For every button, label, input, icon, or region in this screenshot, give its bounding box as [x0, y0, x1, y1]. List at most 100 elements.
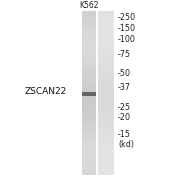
Bar	[82, 24, 96, 26]
Bar	[82, 26, 96, 28]
Bar	[82, 22, 96, 24]
Bar	[98, 152, 114, 154]
Bar	[82, 91, 96, 93]
Bar	[98, 117, 114, 120]
Bar	[82, 164, 96, 167]
Bar	[98, 166, 114, 169]
Bar	[98, 107, 114, 110]
Bar	[98, 12, 114, 175]
Bar	[82, 154, 96, 156]
Bar	[98, 44, 114, 46]
Bar	[82, 113, 96, 116]
Bar	[98, 81, 114, 83]
Bar	[98, 156, 114, 158]
Bar	[82, 81, 96, 83]
Text: -75: -75	[118, 50, 131, 59]
Bar	[82, 34, 96, 36]
Bar	[98, 140, 114, 142]
Bar	[82, 101, 96, 104]
Bar	[98, 69, 114, 71]
Bar	[82, 172, 96, 175]
Bar	[98, 168, 114, 171]
Bar	[98, 28, 114, 30]
Bar	[82, 115, 96, 118]
Bar	[98, 130, 114, 132]
Bar	[98, 150, 114, 152]
Bar	[98, 64, 114, 67]
Bar	[98, 170, 114, 173]
Bar	[82, 32, 96, 34]
Bar	[98, 26, 114, 28]
Bar	[98, 12, 114, 14]
Text: ZSCAN22: ZSCAN22	[25, 87, 67, 96]
Bar	[82, 142, 96, 144]
Bar	[98, 16, 114, 18]
Bar	[82, 14, 96, 16]
Bar	[82, 30, 96, 32]
Bar	[82, 150, 96, 152]
Bar	[82, 36, 96, 38]
Bar	[82, 168, 96, 171]
Bar	[82, 146, 96, 148]
Bar	[98, 144, 114, 146]
Bar	[98, 93, 114, 95]
Bar	[82, 56, 96, 59]
Bar	[98, 62, 114, 65]
Bar	[98, 32, 114, 34]
Bar	[82, 60, 96, 63]
Bar	[98, 113, 114, 116]
Bar	[82, 130, 96, 132]
Bar	[98, 18, 114, 20]
Bar	[82, 20, 96, 22]
Bar	[98, 87, 114, 89]
Bar	[82, 119, 96, 122]
Text: -15: -15	[118, 130, 131, 139]
Bar	[82, 52, 96, 55]
Text: -250: -250	[118, 14, 136, 22]
Bar	[98, 122, 114, 124]
Bar	[82, 44, 96, 46]
Bar	[98, 14, 114, 16]
Bar	[82, 117, 96, 120]
Bar	[82, 75, 96, 77]
Bar	[82, 38, 96, 40]
Bar	[82, 73, 96, 75]
Bar	[98, 97, 114, 99]
Bar	[98, 22, 114, 24]
Bar	[98, 142, 114, 144]
Bar	[82, 125, 96, 128]
Bar	[82, 160, 96, 163]
Bar	[98, 128, 114, 130]
Bar	[98, 34, 114, 36]
Bar	[82, 166, 96, 169]
Bar	[98, 20, 114, 22]
Bar	[98, 154, 114, 156]
Bar	[82, 64, 96, 67]
Bar	[82, 105, 96, 108]
Bar	[98, 58, 114, 61]
Bar	[82, 158, 96, 161]
Bar	[82, 123, 96, 126]
Bar	[82, 97, 96, 99]
Bar	[98, 83, 114, 85]
Bar	[82, 77, 96, 79]
Bar	[82, 87, 96, 89]
Bar	[82, 152, 96, 154]
Bar	[82, 107, 96, 110]
Bar	[82, 48, 96, 51]
Bar	[98, 158, 114, 161]
Bar	[82, 83, 96, 85]
Bar	[98, 36, 114, 38]
Bar	[82, 62, 96, 65]
Bar	[82, 12, 96, 14]
Bar	[98, 125, 114, 128]
Bar	[98, 132, 114, 134]
Bar	[82, 134, 96, 136]
Bar	[82, 16, 96, 18]
Bar	[82, 12, 96, 175]
Bar	[82, 111, 96, 114]
Bar	[82, 103, 96, 105]
Bar	[98, 164, 114, 167]
Bar	[98, 134, 114, 136]
Text: -20: -20	[118, 113, 131, 122]
